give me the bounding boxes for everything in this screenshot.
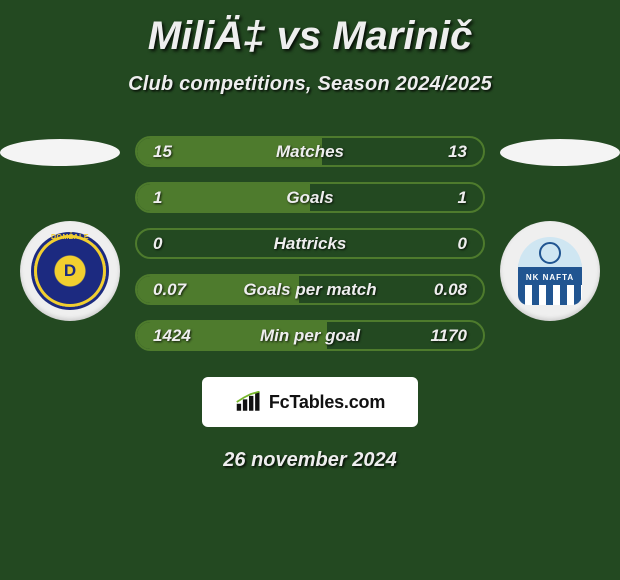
club-badge-right: NK NAFTA (500, 221, 600, 321)
stat-label: Hattricks (137, 234, 483, 254)
title-player-left: MiliÄ‡ (148, 14, 266, 58)
site-name: FcTables.com (269, 392, 385, 413)
stat-row: 1Goals1 (135, 182, 485, 213)
stat-row: 0Hattricks0 (135, 228, 485, 259)
club-crest-left-icon (34, 235, 106, 307)
stat-right-value: 1 (458, 188, 467, 208)
generated-date: 26 november 2024 (0, 449, 620, 472)
crest-right-band-text: NK NAFTA (526, 273, 574, 282)
stat-row: 15Matches13 (135, 136, 485, 167)
stat-label: Goals (137, 188, 483, 208)
title-vs: vs (266, 14, 333, 58)
comparison-stage: NK NAFTA 15Matches13 1Goals1 0Hattricks0 0.… (0, 136, 620, 351)
title-player-right: Marinič (332, 14, 472, 58)
page-subtitle: Club competitions, Season 2024/2025 (0, 73, 620, 96)
page-title: MiliÄ‡ vs Marinič (0, 0, 620, 59)
ornament-right (500, 139, 620, 166)
site-badge[interactable]: FcTables.com (202, 377, 418, 427)
stat-label: Goals per match (137, 280, 483, 300)
stat-row: 1424Min per goal1170 (135, 320, 485, 351)
stat-rows: 15Matches13 1Goals1 0Hattricks0 0.07Goals p… (135, 136, 485, 351)
stat-row: 0.07Goals per match0.08 (135, 274, 485, 305)
ornament-left (0, 139, 120, 166)
club-crest-right-icon: NK NAFTA (514, 235, 586, 307)
stat-right-value: 0 (458, 234, 467, 254)
stat-right-value: 0.08 (434, 280, 467, 300)
stat-right-value: 1170 (430, 326, 467, 346)
stat-label: Matches (137, 142, 483, 162)
stat-right-value: 13 (448, 142, 467, 162)
barchart-icon (235, 391, 263, 413)
club-badge-left (20, 221, 120, 321)
